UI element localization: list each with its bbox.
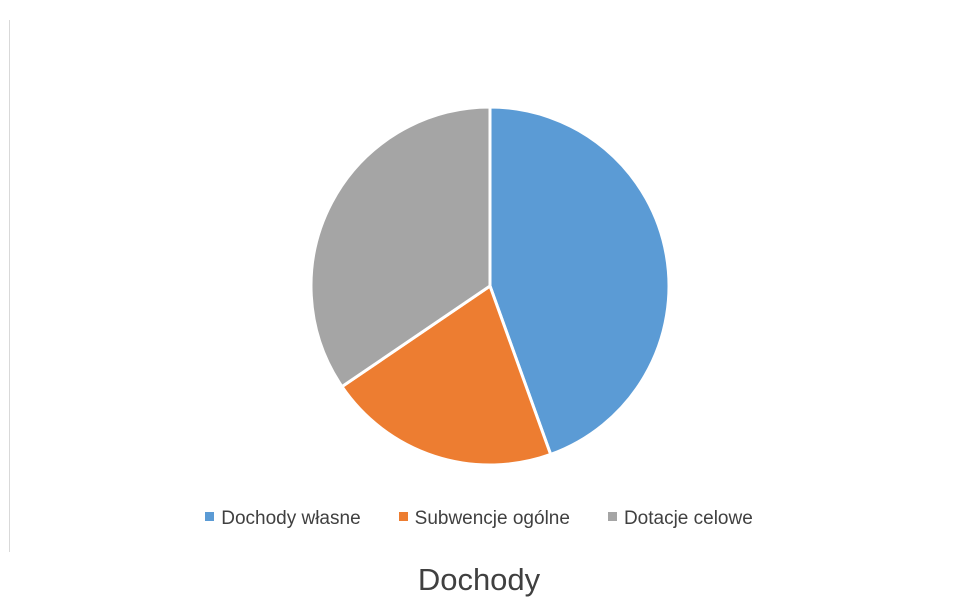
legend-label: Subwencje ogólne: [414, 508, 570, 529]
pie-slice-subwencje-ogolne[interactable]: [340, 284, 553, 467]
legend-item-dotacje-celowe[interactable]: Dotacje celowe: [607, 508, 753, 530]
pie-slice-dotacje-celowe[interactable]: [309, 105, 492, 389]
pie-slice-dochody-wlasne[interactable]: [488, 105, 671, 456]
legend-label: Dotacje celowe: [623, 508, 753, 529]
legend-label: Dochody własne: [221, 508, 361, 529]
chart-title: Dochody: [417, 562, 541, 597]
legend-swatch: [398, 511, 408, 521]
legend: Dochody własne Subwencje ogólne Dotacje …: [0, 508, 958, 530]
legend-item-subwencje-ogolne[interactable]: Subwencje ogólne: [398, 508, 570, 530]
legend-swatch: [607, 511, 617, 521]
chart-frame-border: [9, 20, 10, 552]
legend-item-dochody-wlasne[interactable]: Dochody własne: [205, 508, 361, 530]
legend-swatch: [205, 511, 215, 521]
